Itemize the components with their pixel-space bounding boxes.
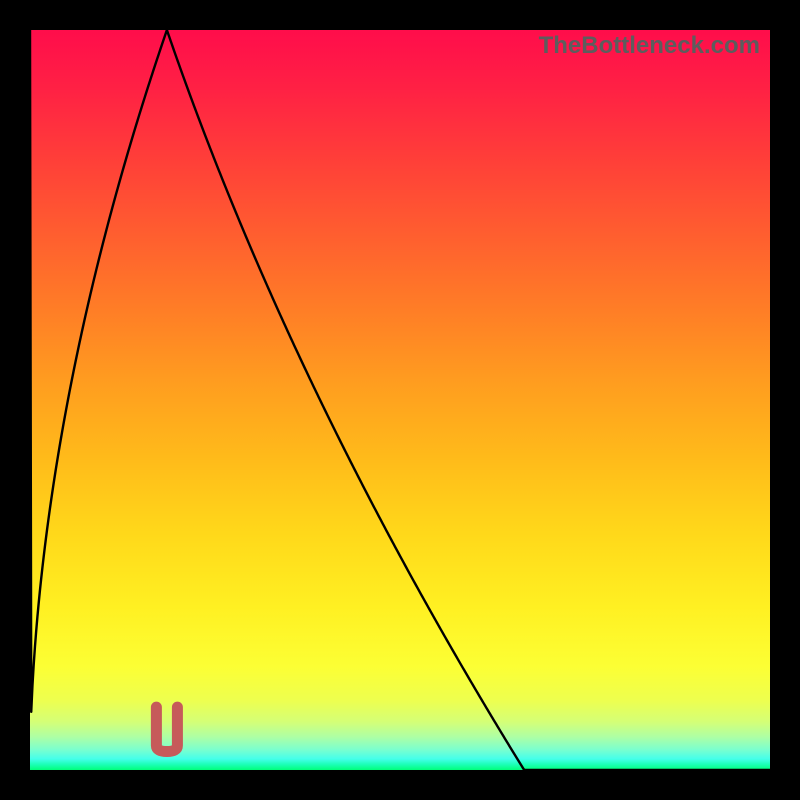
plot-background (30, 30, 770, 770)
chart-frame: TheBottleneck.com (0, 0, 800, 800)
bottleneck-plot (30, 30, 770, 770)
watermark-text: TheBottleneck.com (539, 32, 760, 60)
